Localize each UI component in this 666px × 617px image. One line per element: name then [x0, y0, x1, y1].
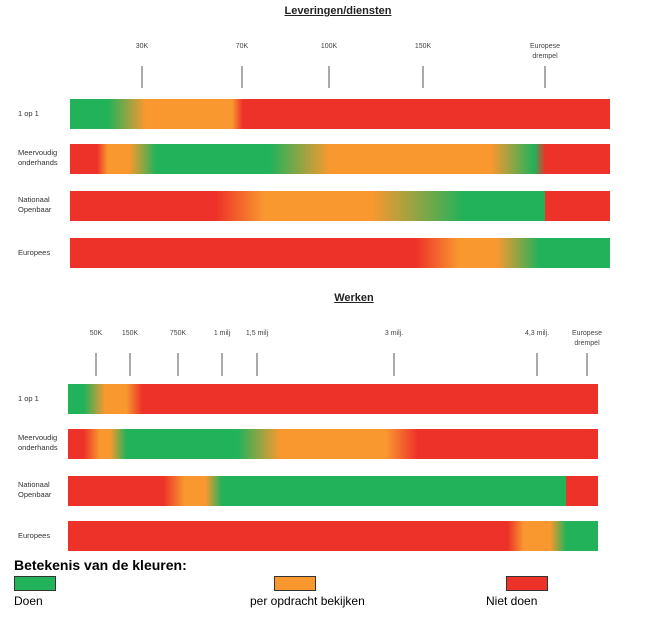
legend-label-green: Doen	[14, 594, 43, 608]
legend-label-red: Niet doen	[486, 594, 538, 608]
threshold-tick-line	[536, 353, 538, 376]
procedure-advice-bar	[70, 144, 610, 174]
diagram-title: Werken	[334, 292, 374, 304]
threshold-tick-line	[544, 66, 546, 88]
threshold-tick-line	[328, 66, 330, 88]
threshold-tick-line	[586, 353, 588, 376]
threshold-tick-label: 150K	[414, 43, 432, 50]
threshold-tick-label: 30K	[135, 43, 149, 50]
procedure-row-label: 1 op 1	[18, 394, 39, 403]
threshold-tick-label: 70K	[235, 43, 249, 50]
procedure-row-label: 1 op 1	[18, 109, 39, 118]
threshold-tick-label: Europese drempel	[530, 43, 560, 60]
threshold-tick-label: 750K	[169, 330, 187, 337]
legend-swatch-red	[506, 576, 548, 591]
procedure-advice-bar	[68, 521, 598, 551]
threshold-tick-line	[129, 353, 131, 376]
procedure-row-label: Europees	[18, 248, 51, 257]
threshold-tick-line	[256, 353, 258, 376]
procedure-row-label: Europees	[18, 531, 51, 540]
threshold-tick-label: Europese drempel	[572, 330, 602, 347]
threshold-tick-label: 150K	[121, 330, 139, 337]
threshold-tick-line	[141, 66, 143, 88]
threshold-tick-label: 100K	[320, 43, 338, 50]
threshold-tick-line	[393, 353, 395, 376]
threshold-tick-label: 1 milj	[213, 330, 231, 337]
legend-swatch-orange	[274, 576, 316, 591]
procedure-row-label: Nationaal Openbaar	[18, 195, 52, 214]
procedure-row-label: Meervoudig onderhands	[18, 148, 58, 167]
procedure-advice-bar	[70, 191, 610, 221]
diagram-title: Leveringen/diensten	[284, 5, 392, 17]
threshold-tick-line	[422, 66, 424, 88]
threshold-tick-label: 1,5 milj	[245, 330, 269, 337]
procedure-row-label: Nationaal Openbaar	[18, 480, 52, 499]
procedure-advice-bar	[70, 238, 610, 268]
procedure-row-label: Meervoudig onderhands	[18, 433, 58, 452]
threshold-tick-line	[241, 66, 243, 88]
threshold-tick-label: 4,3 milj.	[524, 330, 550, 337]
threshold-tick-label: 3 milj.	[384, 330, 404, 337]
legend-swatch-green	[14, 576, 56, 591]
procedure-advice-bar	[68, 476, 598, 506]
procedure-advice-bar	[68, 384, 598, 414]
procedure-advice-bar	[68, 429, 598, 459]
threshold-tick-line	[95, 353, 97, 376]
procedure-advice-bar	[70, 99, 610, 129]
threshold-tick-line	[177, 353, 179, 376]
legend-label-orange: per opdracht bekijken	[250, 594, 365, 608]
threshold-tick-label: 50K	[89, 330, 103, 337]
threshold-tick-line	[221, 353, 223, 376]
legend-title: Betekenis van de kleuren:	[14, 557, 187, 573]
